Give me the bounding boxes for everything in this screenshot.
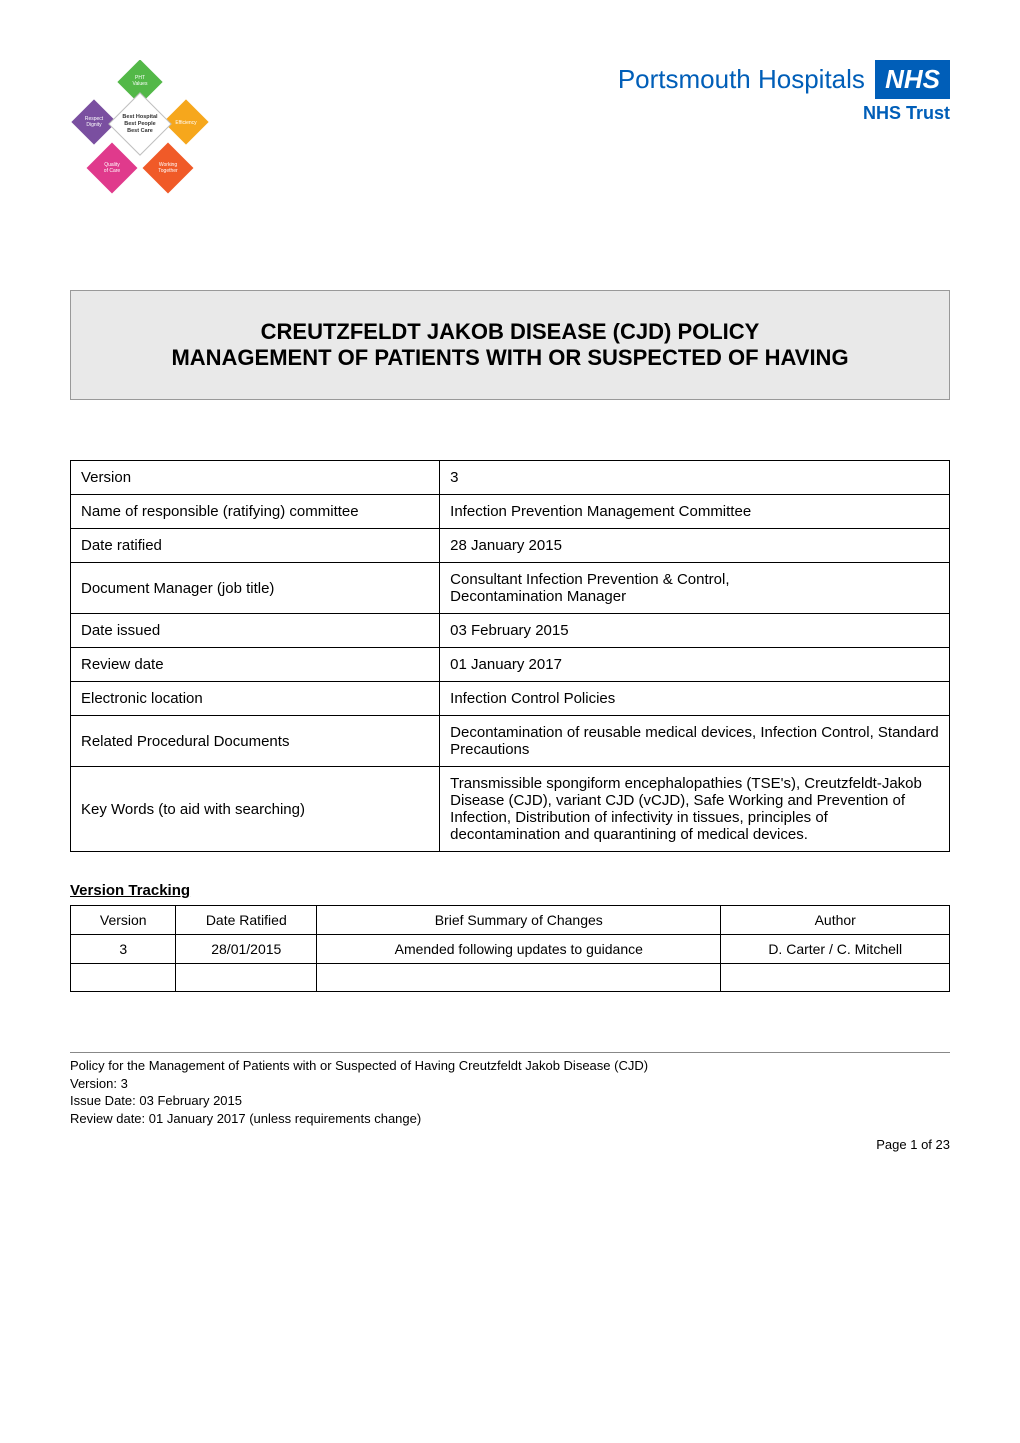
header-row: PHT Values Respect Dignity Efficiency Qu… <box>70 60 950 200</box>
document-title-box: CREUTZFELDT JAKOB DISEASE (CJD) POLICY M… <box>70 290 950 400</box>
info-value: Consultant Infection Prevention & Contro… <box>440 563 950 614</box>
info-label: Version <box>71 461 440 495</box>
footer-line: Review date: 01 January 2017 (unless req… <box>70 1110 950 1128</box>
table-row: Name of responsible (ratifying) committe… <box>71 495 950 529</box>
info-label: Electronic location <box>71 682 440 716</box>
page-number: Page 1 of 23 <box>70 1137 950 1152</box>
info-value: Decontamination of reusable medical devi… <box>440 716 950 767</box>
info-label: Document Manager (job title) <box>71 563 440 614</box>
svg-text:Best People: Best People <box>124 121 155 127</box>
vt-cell <box>317 964 721 992</box>
nhs-org-name: Portsmouth Hospitals <box>618 64 865 95</box>
nhs-badge: NHS <box>875 60 950 99</box>
svg-text:Dignity: Dignity <box>86 122 102 128</box>
col-version: Version <box>71 906 176 935</box>
table-row: Date issued 03 February 2015 <box>71 614 950 648</box>
table-row: Electronic location Infection Control Po… <box>71 682 950 716</box>
footer-block: Policy for the Management of Patients wi… <box>70 1052 950 1127</box>
pht-values-logo: PHT Values Respect Dignity Efficiency Qu… <box>70 60 210 200</box>
vt-cell: D. Carter / C. Mitchell <box>721 935 950 964</box>
info-value: Infection Control Policies <box>440 682 950 716</box>
info-value: 3 <box>440 461 950 495</box>
svg-text:Together: Together <box>158 168 178 174</box>
document-info-table: Version 3 Name of responsible (ratifying… <box>70 460 950 852</box>
nhs-trust-logo: Portsmouth Hospitals NHS NHS Trust <box>618 60 950 124</box>
svg-text:of Care: of Care <box>104 168 121 174</box>
footer-line: Version: 3 <box>70 1075 950 1093</box>
info-value: 01 January 2017 <box>440 648 950 682</box>
version-tracking-table: Version Date Ratified Brief Summary of C… <box>70 905 950 992</box>
info-label: Date ratified <box>71 529 440 563</box>
svg-text:Best Hospital: Best Hospital <box>122 114 158 120</box>
table-row: Version 3 <box>71 461 950 495</box>
version-tracking-heading: Version Tracking <box>70 882 950 899</box>
svg-text:Values: Values <box>133 81 148 87</box>
table-row: Review date 01 January 2017 <box>71 648 950 682</box>
info-label: Date issued <box>71 614 440 648</box>
table-row <box>71 964 950 992</box>
info-value: 28 January 2015 <box>440 529 950 563</box>
info-label: Key Words (to aid with searching) <box>71 767 440 852</box>
info-label: Name of responsible (ratifying) committe… <box>71 495 440 529</box>
footer-line: Issue Date: 03 February 2015 <box>70 1092 950 1110</box>
nhs-subline: NHS Trust <box>618 103 950 124</box>
vt-cell: Amended following updates to guidance <box>317 935 721 964</box>
table-row: 3 28/01/2015 Amended following updates t… <box>71 935 950 964</box>
vt-cell: 28/01/2015 <box>176 935 317 964</box>
table-header-row: Version Date Ratified Brief Summary of C… <box>71 906 950 935</box>
svg-text:Best Care: Best Care <box>127 128 153 134</box>
info-value: Infection Prevention Management Committe… <box>440 495 950 529</box>
col-date-ratified: Date Ratified <box>176 906 317 935</box>
vt-cell: 3 <box>71 935 176 964</box>
table-row: Date ratified 28 January 2015 <box>71 529 950 563</box>
table-row: Document Manager (job title) Consultant … <box>71 563 950 614</box>
pht-diamond-svg: PHT Values Respect Dignity Efficiency Qu… <box>70 60 210 200</box>
col-author: Author <box>721 906 950 935</box>
table-row: Key Words (to aid with searching) Transm… <box>71 767 950 852</box>
info-label: Review date <box>71 648 440 682</box>
col-summary: Brief Summary of Changes <box>317 906 721 935</box>
vt-cell <box>176 964 317 992</box>
info-value: Transmissible spongiform encephalopathie… <box>440 767 950 852</box>
vt-cell <box>71 964 176 992</box>
info-label: Related Procedural Documents <box>71 716 440 767</box>
title-line-2: MANAGEMENT OF PATIENTS WITH OR SUSPECTED… <box>91 345 929 371</box>
info-value: 03 February 2015 <box>440 614 950 648</box>
footer-line: Policy for the Management of Patients wi… <box>70 1057 950 1075</box>
vt-cell <box>721 964 950 992</box>
table-row: Related Procedural Documents Decontamina… <box>71 716 950 767</box>
title-line-1: CREUTZFELDT JAKOB DISEASE (CJD) POLICY <box>91 319 929 345</box>
svg-text:Efficiency: Efficiency <box>175 120 197 126</box>
